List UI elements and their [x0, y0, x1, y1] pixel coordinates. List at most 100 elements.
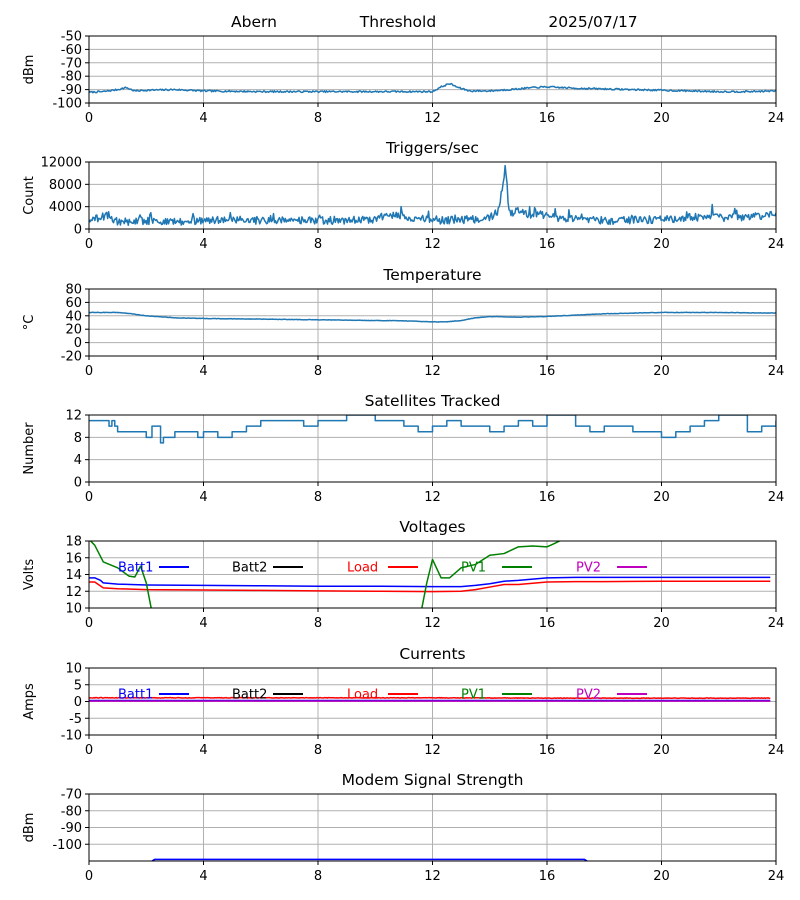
y-tick-label: -80 — [61, 804, 82, 819]
x-tick-label: 20 — [653, 490, 670, 505]
x-tick-label: 24 — [768, 490, 785, 505]
chart-panel-4: 0 4 8 12 16 20 24 0 4 8 12 Number Satellites Tracked — [22, 392, 784, 505]
y-tick-label: 0 — [74, 476, 82, 491]
y-tick-label: 16 — [65, 551, 82, 566]
x-tick-label: 0 — [85, 743, 93, 758]
y-tick-label: 12 — [65, 409, 82, 424]
x-tick-label: 12 — [424, 490, 441, 505]
y-tick-label: 40 — [65, 309, 82, 324]
x-tick-label: 16 — [539, 743, 556, 758]
y-axis-label: dBm — [22, 813, 37, 843]
x-tick-label: 4 — [199, 237, 207, 252]
x-tick-label: 16 — [539, 869, 556, 884]
y-tick-label: 10 — [65, 662, 82, 677]
x-tick-label: 20 — [653, 364, 670, 379]
header-mode: Threshold — [359, 13, 436, 31]
legend-label-batt2: Batt2 — [232, 688, 267, 703]
legend-label-batt2: Batt2 — [232, 561, 267, 576]
series-line-1 — [151, 858, 588, 861]
y-tick-label: -80 — [61, 70, 82, 85]
series-line-load — [89, 580, 771, 593]
x-tick-label: 20 — [653, 743, 670, 758]
y-tick-label: -100 — [52, 97, 82, 112]
x-tick-label: 24 — [768, 616, 785, 631]
legend-label-batt1: Batt1 — [118, 688, 153, 703]
x-tick-label: 0 — [85, 616, 93, 631]
y-tick-label: 8 — [74, 431, 82, 446]
y-axis-label: dBm — [22, 55, 37, 85]
series-line-1 — [89, 164, 776, 226]
y-tick-label: 0 — [74, 695, 82, 710]
x-tick-label: 0 — [85, 490, 93, 505]
x-tick-label: 16 — [539, 237, 556, 252]
x-tick-label: 20 — [653, 869, 670, 884]
y-axis-label: Amps — [22, 683, 37, 720]
x-tick-label: 12 — [424, 869, 441, 884]
series-line-load — [89, 696, 771, 700]
x-tick-label: 4 — [199, 869, 207, 884]
x-tick-label: 8 — [314, 111, 322, 126]
legend-label-pv1: PV1 — [461, 688, 486, 703]
y-tick-label: 0 — [74, 223, 82, 238]
x-tick-label: 12 — [424, 743, 441, 758]
x-tick-label: 8 — [314, 616, 322, 631]
y-tick-label: 5 — [74, 678, 82, 693]
chart-panel-2: 0 4 8 12 16 20 24 0 4000 8000 12000 Count Triggers/s… — [22, 139, 784, 252]
x-tick-label: 24 — [768, 743, 785, 758]
series-line-1 — [89, 415, 776, 444]
y-tick-label: -90 — [61, 83, 82, 98]
series-line-1 — [89, 82, 776, 94]
chart-title: Triggers/sec — [385, 139, 479, 157]
series-line-1 — [89, 311, 776, 323]
y-tick-label: -70 — [61, 788, 82, 803]
x-tick-label: 4 — [199, 490, 207, 505]
y-tick-label: 14 — [65, 568, 82, 583]
x-tick-label: 20 — [653, 616, 670, 631]
y-tick-label: 4 — [74, 453, 82, 468]
header-site: Abern — [231, 13, 277, 31]
y-tick-label: -5 — [69, 712, 82, 727]
y-axis-label: °C — [22, 315, 37, 331]
x-tick-label: 12 — [424, 616, 441, 631]
x-tick-label: 24 — [768, 111, 785, 126]
x-tick-label: 4 — [199, 364, 207, 379]
y-axis-label: Number — [22, 422, 37, 475]
x-tick-label: 0 — [85, 237, 93, 252]
y-tick-label: 20 — [65, 323, 82, 338]
x-tick-label: 0 — [85, 364, 93, 379]
legend-label-pv2: PV2 — [576, 561, 601, 576]
y-tick-label: 12 — [65, 585, 82, 600]
y-tick-label: 4000 — [49, 200, 82, 215]
chart-panel-7: 0 4 8 12 16 20 24 -100 -90 -80-70 dBm Modem Signal … — [22, 771, 784, 884]
chart-title: Currents — [399, 645, 465, 663]
x-tick-label: 16 — [539, 616, 556, 631]
x-tick-label: 24 — [768, 237, 785, 252]
x-tick-label: 24 — [768, 869, 785, 884]
y-tick-label: -60 — [61, 43, 82, 58]
x-tick-label: 4 — [199, 616, 207, 631]
x-tick-label: 4 — [199, 743, 207, 758]
x-tick-label: 16 — [539, 490, 556, 505]
y-tick-label: 8000 — [49, 178, 82, 193]
x-tick-label: 20 — [653, 237, 670, 252]
chart-title: Satellites Tracked — [365, 392, 501, 410]
y-axis-label: Volts — [22, 559, 37, 591]
x-tick-label: 16 — [539, 364, 556, 379]
x-tick-label: 16 — [539, 111, 556, 126]
chart-panel-1: 0 4 8 12 16 20 24 -100-90-80-70-60-50 dBm — [22, 30, 784, 127]
x-tick-label: 8 — [314, 490, 322, 505]
x-tick-label: 8 — [314, 869, 322, 884]
series-line-pv1 — [89, 541, 562, 608]
chart-title: Temperature — [382, 266, 481, 284]
y-tick-label: 80 — [65, 283, 82, 298]
header-date: 2025/07/17 — [548, 13, 637, 31]
y-tick-label: -10 — [61, 729, 82, 744]
y-tick-label: -20 — [61, 350, 82, 365]
legend-label-pv2: PV2 — [576, 688, 601, 703]
legend-label-batt1: Batt1 — [118, 561, 153, 576]
y-tick-label: 0 — [74, 336, 82, 351]
y-tick-label: 10 — [65, 602, 82, 617]
